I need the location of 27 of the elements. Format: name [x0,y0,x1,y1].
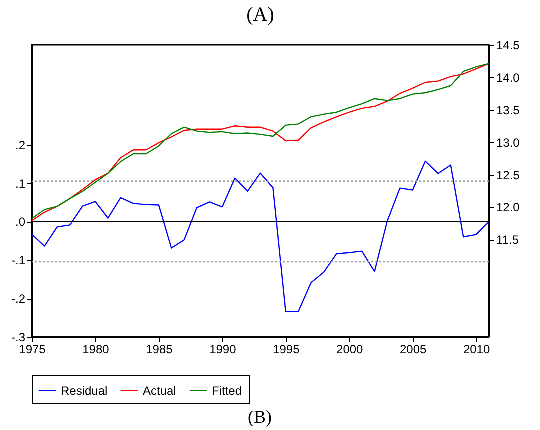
y2-tick-label: 12.5 [496,168,520,182]
y2-tick-label: 14.0 [496,70,520,85]
legend-label: Fitted [212,384,242,398]
line-series [31,160,490,312]
x-tick-label: 1985 [146,342,174,356]
chart-title: (A) [246,4,274,26]
y-tick-label: .0 [15,215,26,230]
y-tick-label: -.1 [11,254,26,268]
y-tick-label: -.3 [11,330,26,344]
y-tick-label: .1 [15,176,26,191]
y2-tick-label: 13.0 [496,136,520,150]
y2-tick-label: 14.5 [496,38,520,52]
legend-label: Actual [143,384,176,398]
text: (B) [248,407,272,427]
x-tick-label: 2005 [400,342,428,356]
x-tick-label: 2000 [336,342,364,356]
legend-label: Residual [61,384,108,398]
x-tick-label: 1980 [82,342,110,356]
x-tick-label: 1995 [273,342,300,356]
y2-tick-label: 13.5 [496,103,520,118]
y2-tick-label: 11.5 [496,233,520,248]
x-tick-label: 2010 [463,342,490,356]
x-tick-label: 1990 [210,342,237,356]
y-tick-label: -.2 [11,292,26,306]
y2-tick-label: 12.0 [496,200,520,215]
x-tick-label: 1975 [19,342,46,356]
y-tick-label: .2 [15,138,26,152]
